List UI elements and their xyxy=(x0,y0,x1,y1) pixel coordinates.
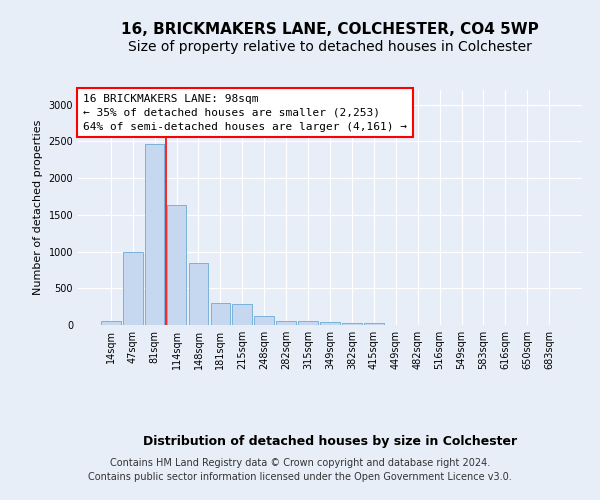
Bar xyxy=(232,304,252,325)
Bar xyxy=(342,323,362,325)
Bar xyxy=(364,323,384,325)
Bar xyxy=(145,144,164,325)
Bar xyxy=(101,320,121,325)
Text: 16, BRICKMAKERS LANE, COLCHESTER, CO4 5WP: 16, BRICKMAKERS LANE, COLCHESTER, CO4 5W… xyxy=(121,22,539,38)
Text: Contains HM Land Registry data © Crown copyright and database right 2024.: Contains HM Land Registry data © Crown c… xyxy=(110,458,490,468)
Text: Contains public sector information licensed under the Open Government Licence v3: Contains public sector information licen… xyxy=(88,472,512,482)
Bar xyxy=(298,322,318,325)
Y-axis label: Number of detached properties: Number of detached properties xyxy=(33,120,43,295)
Text: Size of property relative to detached houses in Colchester: Size of property relative to detached ho… xyxy=(128,40,532,54)
Bar xyxy=(276,321,296,325)
Bar xyxy=(167,204,187,325)
Bar xyxy=(254,316,274,325)
Text: Distribution of detached houses by size in Colchester: Distribution of detached houses by size … xyxy=(143,435,517,448)
Bar xyxy=(188,264,208,325)
Bar xyxy=(320,322,340,325)
Text: 16 BRICKMAKERS LANE: 98sqm
← 35% of detached houses are smaller (2,253)
64% of s: 16 BRICKMAKERS LANE: 98sqm ← 35% of deta… xyxy=(83,94,407,132)
Bar xyxy=(211,304,230,325)
Bar xyxy=(123,252,143,325)
